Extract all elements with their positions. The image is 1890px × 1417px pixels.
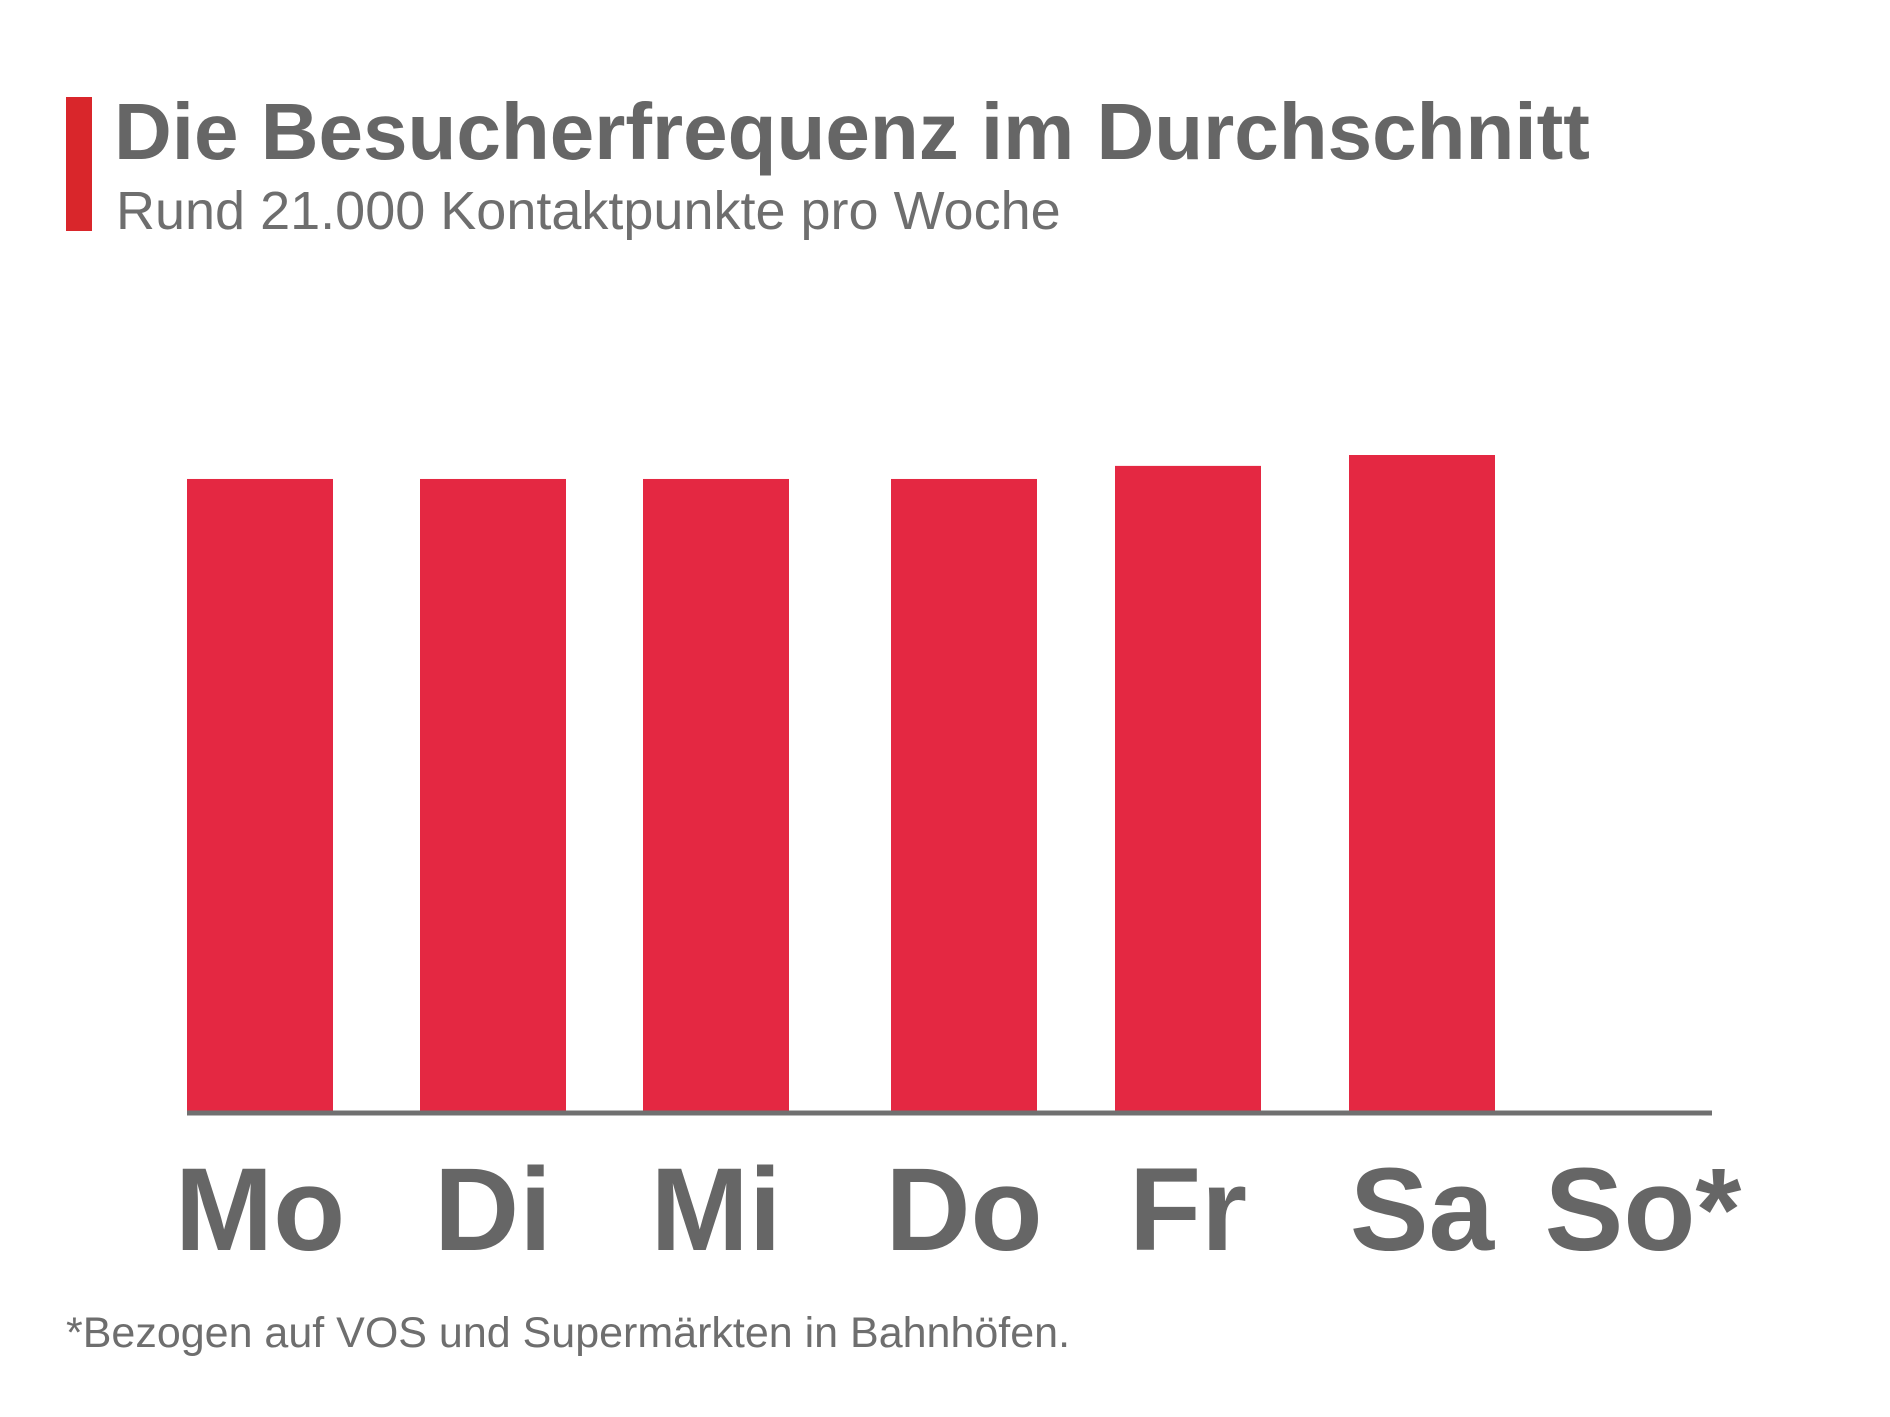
x-axis-labels: Mo Di Mi Do Fr Sa So*: [175, 1144, 1742, 1276]
chart-subtitle: Rund 21.000 Kontaktpunkte pro Woche: [116, 181, 1061, 241]
bar-mi: [643, 478, 789, 1112]
bar-sa: [1349, 455, 1495, 1111]
x-tick-label-so: So*: [1545, 1144, 1742, 1276]
bar-mo: [187, 478, 333, 1112]
bar-fr: [1115, 465, 1261, 1112]
footnote: *Bezogen auf VOS und Supermärkten in Bah…: [66, 1309, 1071, 1357]
x-tick-label-mo: Mo: [175, 1144, 345, 1276]
x-tick-label-fr: Fr: [1129, 1144, 1247, 1276]
title-accent-bar: [66, 97, 92, 231]
chart-title: Die Besucherfrequenz im Durchschnitt: [114, 87, 1590, 176]
bar-di: [420, 478, 566, 1112]
bar-do: [891, 478, 1037, 1112]
bar-chart: Mo Di Mi Do Fr Sa So*: [175, 455, 1742, 1276]
bar-group: [187, 455, 1495, 1112]
x-tick-label-do: Do: [885, 1144, 1042, 1276]
x-tick-label-di: Di: [434, 1144, 552, 1276]
x-tick-label-mi: Mi: [650, 1144, 781, 1276]
x-tick-label-sa: Sa: [1350, 1144, 1496, 1276]
